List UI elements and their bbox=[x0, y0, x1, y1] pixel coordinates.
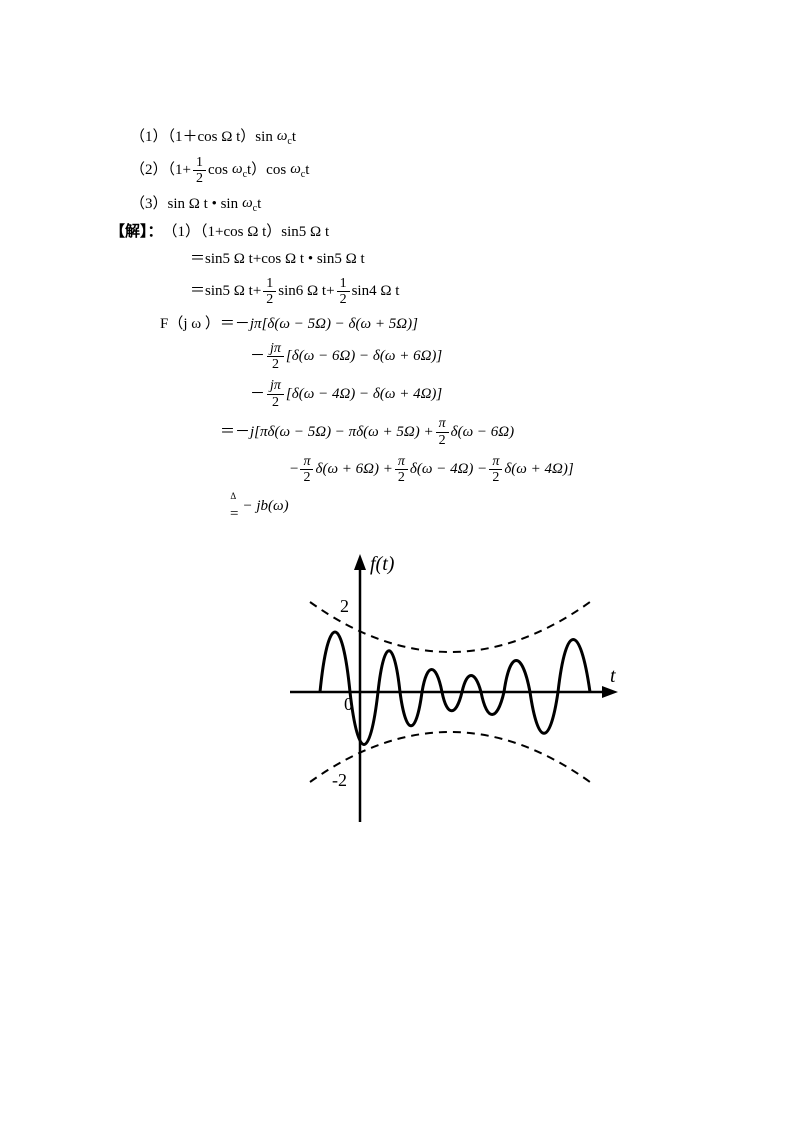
line-8b: [δ(ω − 6Ω) − δ(ω + 6Ω)] bbox=[286, 346, 442, 367]
line-4b: （1）（1+cos Ω t）sin5 Ω t bbox=[163, 222, 330, 243]
line-2c: t）cos bbox=[247, 160, 286, 181]
line-2a: （2）（1+ bbox=[130, 160, 191, 181]
triangle-icon: Δ bbox=[230, 492, 236, 501]
line-11d: δ(ω + 4Ω)] bbox=[504, 459, 573, 480]
document-page: （1）（1＋cos Ω t）sin ωc t （2）（1+ 1 2 cos ωc… bbox=[0, 0, 800, 842]
line-6a: ＝sin5 Ω t+ bbox=[190, 281, 261, 302]
frac-half-2: 1 2 bbox=[263, 276, 276, 308]
line-9b: [δ(ω − 4Ω) − δ(ω + 4Ω)] bbox=[286, 384, 442, 405]
line-2: （2）（1+ 1 2 cos ωc t）cos ωc t bbox=[130, 155, 720, 187]
line-7: F（j ω ）＝－ jπ[δ(ω − 5Ω) − δ(ω + 5Ω)] bbox=[130, 314, 720, 335]
waveform-graph: 2 0 -2 f(t) t bbox=[270, 542, 630, 842]
line-8a: － bbox=[250, 346, 265, 367]
line-12-text: − jb(ω) bbox=[242, 496, 288, 517]
line-3-text: （3）sin Ω t • sin bbox=[130, 194, 238, 215]
line-9: － jπ 2 [δ(ω − 4Ω) − δ(ω + 4Ω)] bbox=[130, 378, 720, 410]
y-axis-label: f(t) bbox=[370, 553, 395, 575]
line-11b: δ(ω + 6Ω) + bbox=[315, 459, 392, 480]
frac-half-1: 1 2 bbox=[193, 155, 206, 187]
omega-c: ωc bbox=[277, 126, 292, 149]
frac-jpi-2: jπ 2 bbox=[267, 378, 284, 410]
frac-pi-4: π 2 bbox=[489, 454, 502, 486]
line-1-text: （1）（1＋cos Ω t）sin bbox=[130, 127, 273, 148]
omega-c-2: ωc bbox=[232, 159, 247, 182]
ytick-neg2: -2 bbox=[332, 770, 347, 790]
line-6c: sin4 Ω t bbox=[352, 281, 400, 302]
x-axis-label: t bbox=[610, 665, 616, 687]
frac-pi-3: π 2 bbox=[395, 454, 408, 486]
line-7b: jπ[δ(ω − 5Ω) − δ(ω + 5Ω)] bbox=[250, 314, 418, 335]
line-1: （1）（1＋cos Ω t）sin ωc t bbox=[130, 126, 720, 149]
line-8: － jπ 2 [δ(ω − 6Ω) − δ(ω + 6Ω)] bbox=[130, 341, 720, 373]
frac-pi-2: π 2 bbox=[300, 454, 313, 486]
omega-c-3: ωc bbox=[290, 159, 305, 182]
line-11c: δ(ω − 4Ω) − bbox=[410, 459, 487, 480]
eq-sign: = bbox=[230, 506, 238, 522]
frac-jpi-1: jπ 2 bbox=[267, 341, 284, 373]
line-9a: － bbox=[250, 384, 265, 405]
line-6b: sin6 Ω t+ bbox=[278, 281, 334, 302]
line-10a: ＝－ bbox=[220, 422, 250, 443]
line-5: ＝sin5 Ω t+cos Ω t • sin5 Ω t bbox=[130, 249, 720, 270]
ytick-2: 2 bbox=[340, 596, 349, 616]
line-3: （3）sin Ω t • sin ωc t bbox=[130, 193, 720, 216]
line-1-suffix: t bbox=[292, 127, 296, 148]
line-2b: cos bbox=[208, 160, 228, 181]
frac-pi-1: π 2 bbox=[436, 416, 449, 448]
line-6: ＝sin5 Ω t+ 1 2 sin6 Ω t+ 1 2 sin4 Ω t bbox=[130, 276, 720, 308]
line-2d: t bbox=[305, 160, 309, 181]
solution-label: 【解】： bbox=[110, 222, 163, 243]
line-10: ＝－ j[πδ(ω − 5Ω) − πδ(ω + 5Ω) + π 2 δ(ω −… bbox=[130, 416, 720, 448]
omega-c-4: ωc bbox=[242, 193, 257, 216]
line-11a: − bbox=[290, 459, 298, 480]
line-10c: δ(ω − 6Ω) bbox=[451, 422, 515, 443]
line-12: Δ = − jb(ω) bbox=[130, 492, 720, 522]
waveform-svg: 2 0 -2 f(t) t bbox=[270, 542, 630, 842]
line-10b: j[πδ(ω − 5Ω) − πδ(ω + 5Ω) + bbox=[250, 422, 434, 443]
line-3-suffix: t bbox=[257, 194, 261, 215]
line-4: 【解】： （1）（1+cos Ω t）sin5 Ω t bbox=[110, 222, 720, 243]
frac-half-3: 1 2 bbox=[337, 276, 350, 308]
line-11: − π 2 δ(ω + 6Ω) + π 2 δ(ω − 4Ω) − π 2 δ(… bbox=[130, 454, 720, 486]
line-7a: F（j ω ）＝－ bbox=[160, 314, 250, 335]
